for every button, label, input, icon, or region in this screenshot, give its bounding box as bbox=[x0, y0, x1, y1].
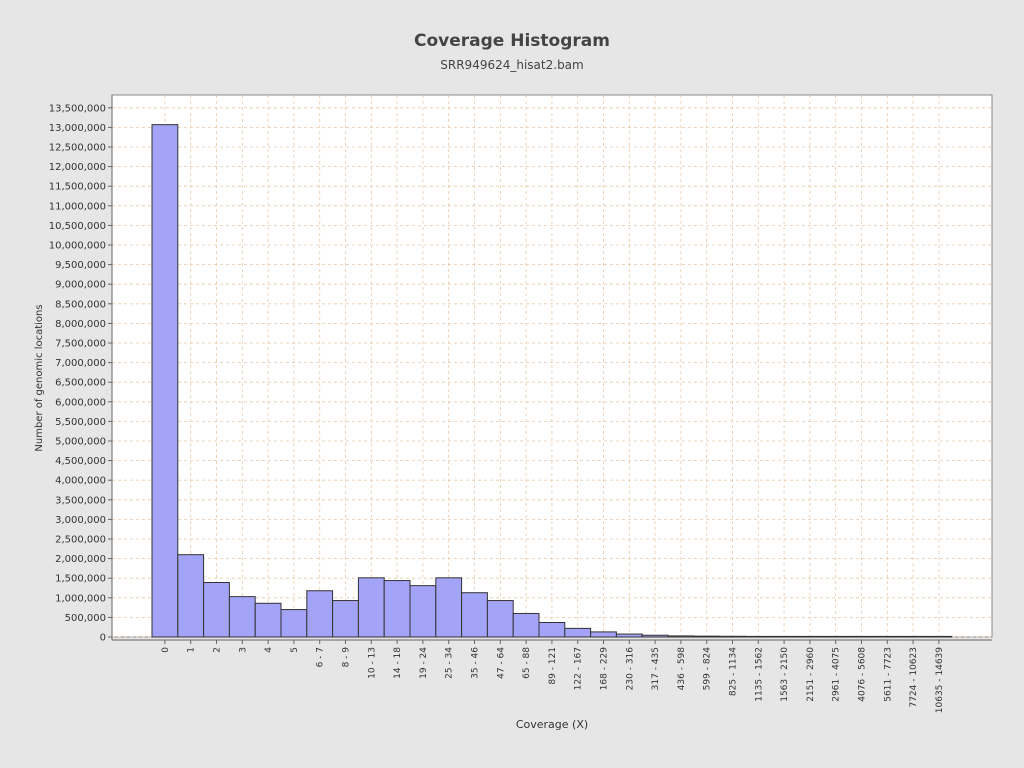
y-tick-label: 9,500,000 bbox=[55, 260, 106, 271]
x-axis-label: Coverage (X) bbox=[516, 718, 588, 731]
bar bbox=[615, 633, 643, 638]
x-tick-label: 2151 - 2960 bbox=[806, 647, 816, 702]
bar bbox=[848, 635, 875, 638]
x-tick-label: 14 - 18 bbox=[393, 647, 403, 679]
bars bbox=[151, 124, 953, 638]
bar bbox=[409, 585, 437, 638]
bar bbox=[873, 635, 901, 638]
y-tick-label: 11,500,000 bbox=[49, 182, 106, 193]
y-tick-label: 2,000,000 bbox=[55, 554, 106, 565]
chart-title: Coverage Histogram bbox=[414, 31, 610, 51]
x-tick-label: 3 bbox=[238, 647, 248, 653]
y-tick-label: 5,000,000 bbox=[55, 437, 106, 448]
x-tick-label: 19 - 24 bbox=[419, 647, 429, 679]
y-tick-label: 0 bbox=[100, 633, 106, 644]
y-tick-label: 13,000,000 bbox=[49, 123, 106, 134]
x-tick-label: 2961 - 4075 bbox=[832, 647, 842, 702]
y-tick-label: 3,000,000 bbox=[55, 515, 106, 526]
y-tick-label: 4,000,000 bbox=[55, 476, 106, 487]
x-tick-label: 230 - 316 bbox=[625, 647, 635, 691]
bar bbox=[719, 635, 746, 638]
x-tick-label: 1563 - 2150 bbox=[780, 647, 790, 702]
x-tick-label: 2 bbox=[213, 647, 223, 653]
x-tick-label: 599 - 824 bbox=[703, 647, 713, 691]
chart-subtitle: SRR949624_hisat2.bam bbox=[440, 58, 584, 72]
bar bbox=[822, 635, 850, 638]
bar bbox=[383, 580, 411, 638]
x-axis-ticks: 0 1 2 3 4 5 6 - 7 8 - 9 10 - 13 14 - 18 19 - 24 25 … bbox=[161, 640, 945, 713]
bar bbox=[925, 635, 953, 638]
y-tick-label: 8,500,000 bbox=[55, 299, 106, 310]
bar bbox=[899, 635, 927, 638]
x-tick-label: 10 - 13 bbox=[367, 647, 377, 679]
x-tick-label: 0 bbox=[161, 647, 171, 653]
y-tick-label: 8,000,000 bbox=[55, 319, 106, 330]
y-tick-label: 1,500,000 bbox=[55, 574, 106, 585]
bar bbox=[590, 631, 617, 638]
bar bbox=[538, 621, 566, 638]
y-tick-label: 7,000,000 bbox=[55, 358, 106, 369]
y-tick-label: 1,000,000 bbox=[55, 593, 106, 604]
bar bbox=[280, 609, 308, 638]
y-tick-label: 12,000,000 bbox=[49, 162, 106, 173]
bar bbox=[796, 635, 824, 638]
x-tick-label: 4 bbox=[264, 647, 274, 653]
x-tick-label: 25 - 34 bbox=[445, 647, 455, 679]
bar bbox=[512, 612, 540, 638]
bar bbox=[151, 124, 179, 638]
bar bbox=[667, 635, 695, 638]
bar bbox=[486, 600, 514, 638]
bar bbox=[228, 596, 256, 638]
x-tick-label: 10635 - 14639 bbox=[935, 647, 945, 714]
y-tick-label: 13,500,000 bbox=[49, 103, 106, 114]
bar bbox=[693, 635, 721, 638]
y-tick-label: 12,500,000 bbox=[49, 143, 106, 154]
x-tick-label: 168 - 229 bbox=[600, 647, 610, 691]
y-tick-label: 6,500,000 bbox=[55, 378, 106, 389]
bar bbox=[306, 590, 334, 638]
bar bbox=[461, 592, 488, 638]
y-tick-label: 7,500,000 bbox=[55, 339, 106, 350]
y-tick-label: 2,500,000 bbox=[55, 535, 106, 546]
x-tick-label: 65 - 88 bbox=[522, 647, 532, 679]
x-tick-label: 7724 - 10623 bbox=[909, 647, 919, 708]
x-tick-label: 35 - 46 bbox=[471, 647, 481, 679]
y-tick-label: 6,000,000 bbox=[55, 397, 106, 408]
x-tick-label: 825 - 1134 bbox=[729, 647, 739, 696]
bar bbox=[177, 554, 205, 638]
x-tick-label: 6 - 7 bbox=[316, 647, 326, 667]
x-tick-label: 89 - 121 bbox=[548, 647, 558, 685]
x-tick-label: 8 - 9 bbox=[342, 647, 352, 668]
bar bbox=[435, 577, 463, 638]
y-tick-label: 11,000,000 bbox=[49, 201, 106, 212]
bar bbox=[332, 600, 359, 638]
bar bbox=[564, 627, 592, 638]
x-tick-label: 122 - 167 bbox=[574, 647, 584, 690]
x-tick-label: 1 bbox=[187, 647, 197, 653]
bar bbox=[744, 635, 772, 638]
x-tick-label: 317 - 435 bbox=[651, 647, 661, 690]
bar bbox=[203, 582, 230, 638]
x-tick-label: 436 - 598 bbox=[677, 647, 687, 691]
y-tick-label: 4,500,000 bbox=[55, 456, 106, 467]
bar bbox=[357, 577, 385, 638]
y-tick-label: 500,000 bbox=[65, 613, 106, 624]
x-tick-label: 1135 - 1562 bbox=[754, 647, 764, 702]
bar bbox=[254, 602, 282, 638]
x-tick-label: 5 bbox=[290, 647, 300, 653]
grid bbox=[112, 95, 992, 638]
y-axis-label: Number of genomic locations bbox=[34, 304, 45, 451]
bar bbox=[770, 635, 798, 638]
y-tick-label: 3,500,000 bbox=[55, 495, 106, 506]
y-tick-label: 9,000,000 bbox=[55, 280, 106, 291]
y-tick-label: 5,500,000 bbox=[55, 417, 106, 428]
x-tick-label: 4076 - 5608 bbox=[858, 647, 868, 702]
bar bbox=[641, 634, 669, 638]
y-axis-ticks: 0 500,000 1,000,000 1,500,000 2,000,000 2,500… bbox=[49, 103, 112, 644]
y-tick-label: 10,000,000 bbox=[49, 241, 106, 252]
y-tick-label: 10,500,000 bbox=[49, 221, 106, 232]
x-tick-label: 47 - 64 bbox=[496, 647, 506, 679]
x-tick-label: 5611 - 7723 bbox=[883, 647, 893, 702]
